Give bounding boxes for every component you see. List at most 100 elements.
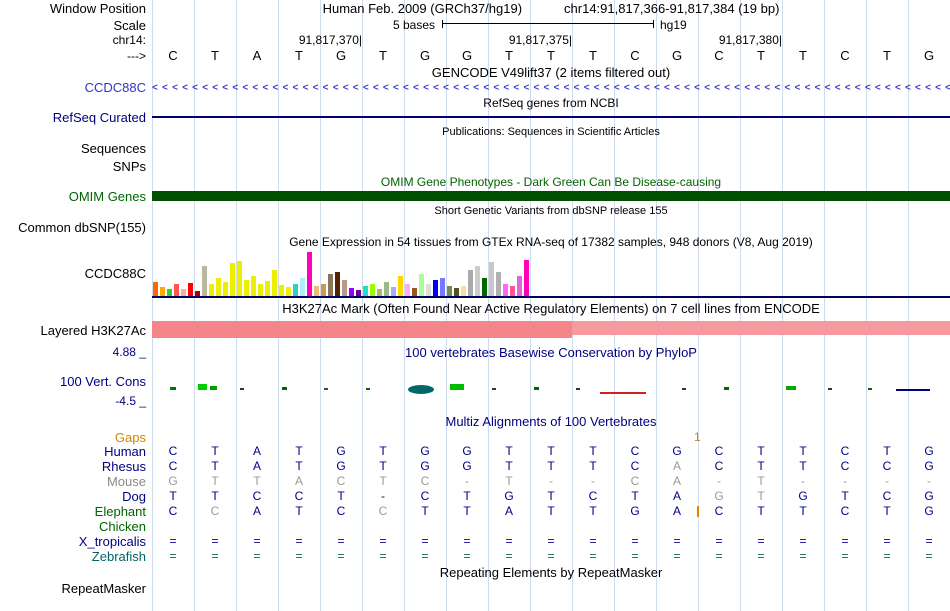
gtex-expression-chart[interactable] <box>152 249 950 298</box>
alignment-base: C <box>336 474 346 488</box>
h3k27ac-signal[interactable] <box>152 318 950 342</box>
gtex-tissue-bar <box>426 284 431 296</box>
phylop-track-title[interactable]: 100 vertebrates Basewise Conservation by… <box>405 344 697 360</box>
gtex-tissue-bar <box>503 284 508 296</box>
alignment-base: T <box>379 474 387 488</box>
omim-track-title[interactable]: OMIM Gene Phenotypes - Dark Green Can Be… <box>380 175 722 189</box>
repeatmasker-label[interactable]: RepeatMasker <box>61 580 146 596</box>
dbsnp-track-title[interactable]: Short Genetic Variants from dbSNP releas… <box>434 205 668 217</box>
refseq-gene-item[interactable] <box>152 110 950 124</box>
chrom-label: chr14: <box>112 33 146 47</box>
alignment-base: = <box>841 549 849 563</box>
h3k27ac-track-row: Layered H3K27Ac <box>0 318 950 342</box>
gencode-track-title[interactable]: GENCODE V49lift37 (2 items filtered out) <box>431 64 671 80</box>
scale-assembly: hg19 <box>660 18 687 32</box>
ruler-tick: 91,817,375| <box>508 33 572 47</box>
multiz-track-title[interactable]: Multiz Alignments of 100 Vertebrates <box>445 413 657 429</box>
alignment-base <box>194 519 236 534</box>
conservation-mark <box>868 388 872 390</box>
common-dbsnp-label[interactable]: Common dbSNP(155) <box>18 219 146 235</box>
alignment-base: = <box>295 549 303 563</box>
species-label-dog[interactable]: Dog <box>122 489 146 504</box>
position-range: chr14:91,817,366-91,817,384 (19 bp) <box>564 1 780 16</box>
alignment-base: T <box>463 489 471 503</box>
alignment-base <box>404 519 446 534</box>
alignment-base: = <box>841 534 849 548</box>
h3k27ac-label[interactable]: Layered H3K27Ac <box>40 322 146 338</box>
species-label-rhesus[interactable]: Rhesus <box>101 459 146 474</box>
conservation-mark <box>600 392 646 394</box>
gene-label-ccdc88c[interactable]: CCDC88C <box>84 80 146 95</box>
gtex-tissue-bar <box>363 286 368 296</box>
publications-track-title[interactable]: Publications: Sequences in Scientific Ar… <box>442 126 660 138</box>
ruler-row: chr14: 91,817,370| 91,817,375| 91,817,380| <box>0 33 950 47</box>
gtex-tissue-bar <box>391 287 396 296</box>
alignment-base: T <box>631 489 639 503</box>
species-label-zebrafish[interactable]: Zebrafish <box>91 549 146 564</box>
base-letter: C <box>714 48 724 63</box>
gtex-tissue-bar <box>412 288 417 296</box>
alignment-base: G <box>168 474 178 488</box>
conservation-mark <box>450 384 464 390</box>
alignment-base: T <box>799 444 807 458</box>
sequences-label[interactable]: Sequences <box>80 141 146 156</box>
gtex-tissue-bar <box>475 266 480 296</box>
gencode-track-row: CCDC88C <<<<<<<<<<<<<<<<<<<<<<<<<<<<<<<<… <box>0 80 950 95</box>
alignment-base: - <box>927 474 931 488</box>
species-label-x_tropicalis[interactable]: X_tropicalis <box>78 534 146 549</box>
alignment-base: C <box>168 444 178 458</box>
omim-gene-item[interactable] <box>152 189 950 203</box>
species-label-chicken[interactable]: Chicken <box>99 519 146 534</box>
alignment-base: C <box>420 474 430 488</box>
conservation-mark <box>240 388 244 390</box>
alignment-letters <box>152 519 950 534</box>
alignment-base <box>824 519 866 534</box>
gtex-tissue-bar <box>223 282 228 296</box>
gtex-tissue-bar <box>524 260 529 296</box>
gene-item-ccdc88c[interactable]: <<<<<<<<<<<<<<<<<<<<<<<<<<<<<<<<<<<<<<<<… <box>152 80 950 95</box>
phylop-conservation-marks[interactable] <box>152 362 950 412</box>
alignment-base: - <box>801 474 805 488</box>
phylop-track-label[interactable]: 100 Vert. Cons <box>60 374 146 389</box>
omim-genes-label[interactable]: OMIM Genes <box>68 188 146 204</box>
gtex-tissue-bar <box>251 276 256 296</box>
alignment-base <box>362 519 404 534</box>
snps-label[interactable]: SNPs <box>112 158 146 174</box>
alignment-base: - <box>591 474 595 488</box>
repeatmasker-track-title[interactable]: Repeating Elements by RepeatMasker <box>439 564 663 580</box>
gtex-tissue-bar <box>300 278 305 296</box>
alignment-base: A <box>672 489 681 503</box>
alignment-base: G <box>336 444 346 458</box>
refseq-track-title[interactable]: RefSeq genes from NCBI <box>483 95 619 110</box>
alignment-row-zebrafish: Zebrafish = = = = = = = = = = = = = = = = = = = <box>0 549 950 564</box>
species-label-human[interactable]: Human <box>104 444 146 459</box>
gtex-tissue-bar <box>272 270 277 296</box>
alignment-base <box>446 519 488 534</box>
refseq-curated-label[interactable]: RefSeq Curated <box>52 109 146 125</box>
alignment-base: A <box>672 474 681 488</box>
gtex-gene-label[interactable]: CCDC88C <box>84 266 146 281</box>
conservation-mark <box>534 387 539 390</box>
species-label-elephant[interactable]: Elephant <box>94 504 146 519</box>
gtex-tissue-bar <box>461 286 466 296</box>
omim-header-row: OMIM Gene Phenotypes - Dark Green Can Be… <box>0 175 950 189</box>
alignment-base: = <box>631 549 639 563</box>
alignment-base: T <box>757 504 765 518</box>
base-letter: G <box>671 48 683 63</box>
gaps-label[interactable]: Gaps <box>114 429 146 445</box>
gtex-track-title[interactable]: Gene Expression in 54 tissues from GTEx … <box>289 235 813 249</box>
refseq-track-row: RefSeq Curated <box>0 109 950 125</box>
alignment-base: T <box>505 474 513 488</box>
alignment-base: T <box>547 489 555 503</box>
alignment-base: = <box>799 534 807 548</box>
h3k27ac-track-title[interactable]: H3K27Ac Mark (Often Found Near Active Re… <box>282 300 820 316</box>
alignment-base: - <box>717 474 721 488</box>
alignment-base: T <box>547 444 555 458</box>
species-label-mouse[interactable]: Mouse <box>106 474 146 489</box>
conservation-mark <box>576 388 580 390</box>
sequences-track-area <box>152 140 950 157</box>
alignment-base: C <box>168 504 178 518</box>
